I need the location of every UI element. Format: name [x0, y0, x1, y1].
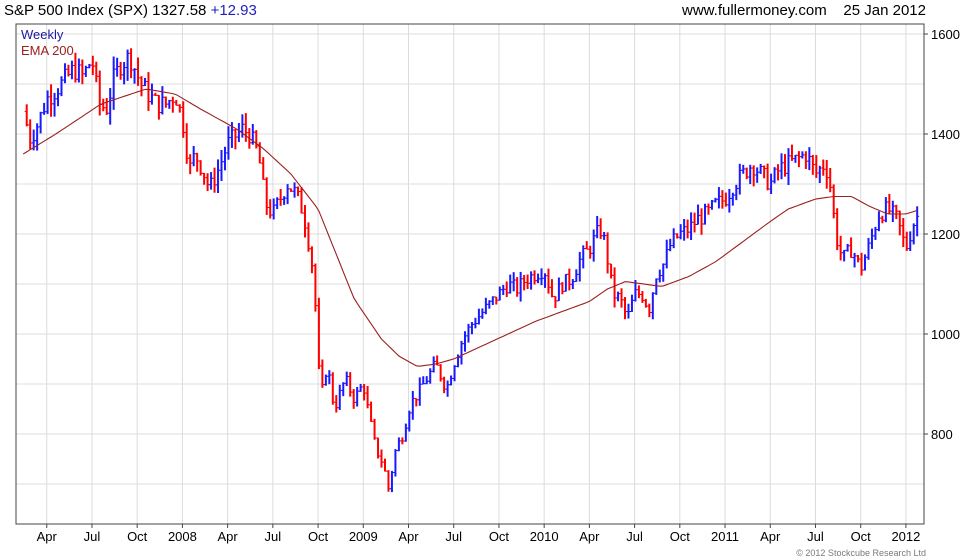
y-axis: 800 1000 1200 1400 1600 — [924, 27, 960, 442]
x-tick-label: Jul — [84, 529, 101, 544]
y-tick-label: 1600 — [931, 27, 960, 42]
copyright-text: © 2012 Stockcube Research Ltd — [796, 548, 926, 558]
x-tick-label: Oct — [489, 529, 510, 544]
x-tick-label: Oct — [670, 529, 691, 544]
x-tick-label: Apr — [579, 529, 600, 544]
x-tick-label: 2012 — [891, 529, 920, 544]
index-price: 1327.58 — [152, 2, 207, 19]
x-tick-label: 2008 — [168, 529, 197, 544]
x-tick-label: 2011 — [711, 529, 739, 544]
x-tick-label: Jul — [265, 529, 282, 544]
y-tick-label: 1000 — [931, 327, 960, 342]
legend-ema: EMA 200 — [21, 43, 74, 58]
x-tick-label: Apr — [760, 529, 781, 544]
legend-weekly: Weekly — [21, 27, 64, 42]
x-tick-label: Oct — [127, 529, 148, 544]
grid — [16, 24, 924, 524]
x-tick-label: Apr — [218, 529, 239, 544]
y-tick-label: 1400 — [931, 127, 960, 142]
x-tick-label: Oct — [851, 529, 872, 544]
x-tick-label: Oct — [308, 529, 329, 544]
price-bars — [24, 48, 920, 493]
chart-source: www.fullermoney.com 25 Jan 2012 — [682, 2, 926, 19]
x-axis: Apr Jul Oct 2008 Apr Jul Oct 2009 Apr Jul Oct 2010 A… — [37, 524, 920, 544]
chart-title: S&P 500 Index (SPX) 1327.58 +12.93 — [4, 2, 257, 19]
x-tick-label: Jul — [445, 529, 462, 544]
source-url: www.fullermoney.com — [681, 2, 827, 19]
x-tick-label: 2010 — [530, 529, 559, 544]
plot-frame — [15, 23, 925, 525]
x-tick-label: Jul — [626, 529, 643, 544]
ema-200-line — [22, 88, 918, 367]
x-tick-label: Apr — [37, 529, 58, 544]
y-tick-label: 1200 — [931, 227, 960, 242]
x-tick-label: Apr — [398, 529, 419, 544]
y-tick-label: 800 — [931, 427, 953, 442]
x-tick-label: 2009 — [349, 529, 378, 544]
price-change: +12.93 — [210, 2, 257, 19]
index-name: S&P 500 Index (SPX) — [4, 2, 148, 19]
chart-date: 25 Jan 2012 — [843, 2, 926, 19]
x-tick-label: Jul — [807, 529, 824, 544]
